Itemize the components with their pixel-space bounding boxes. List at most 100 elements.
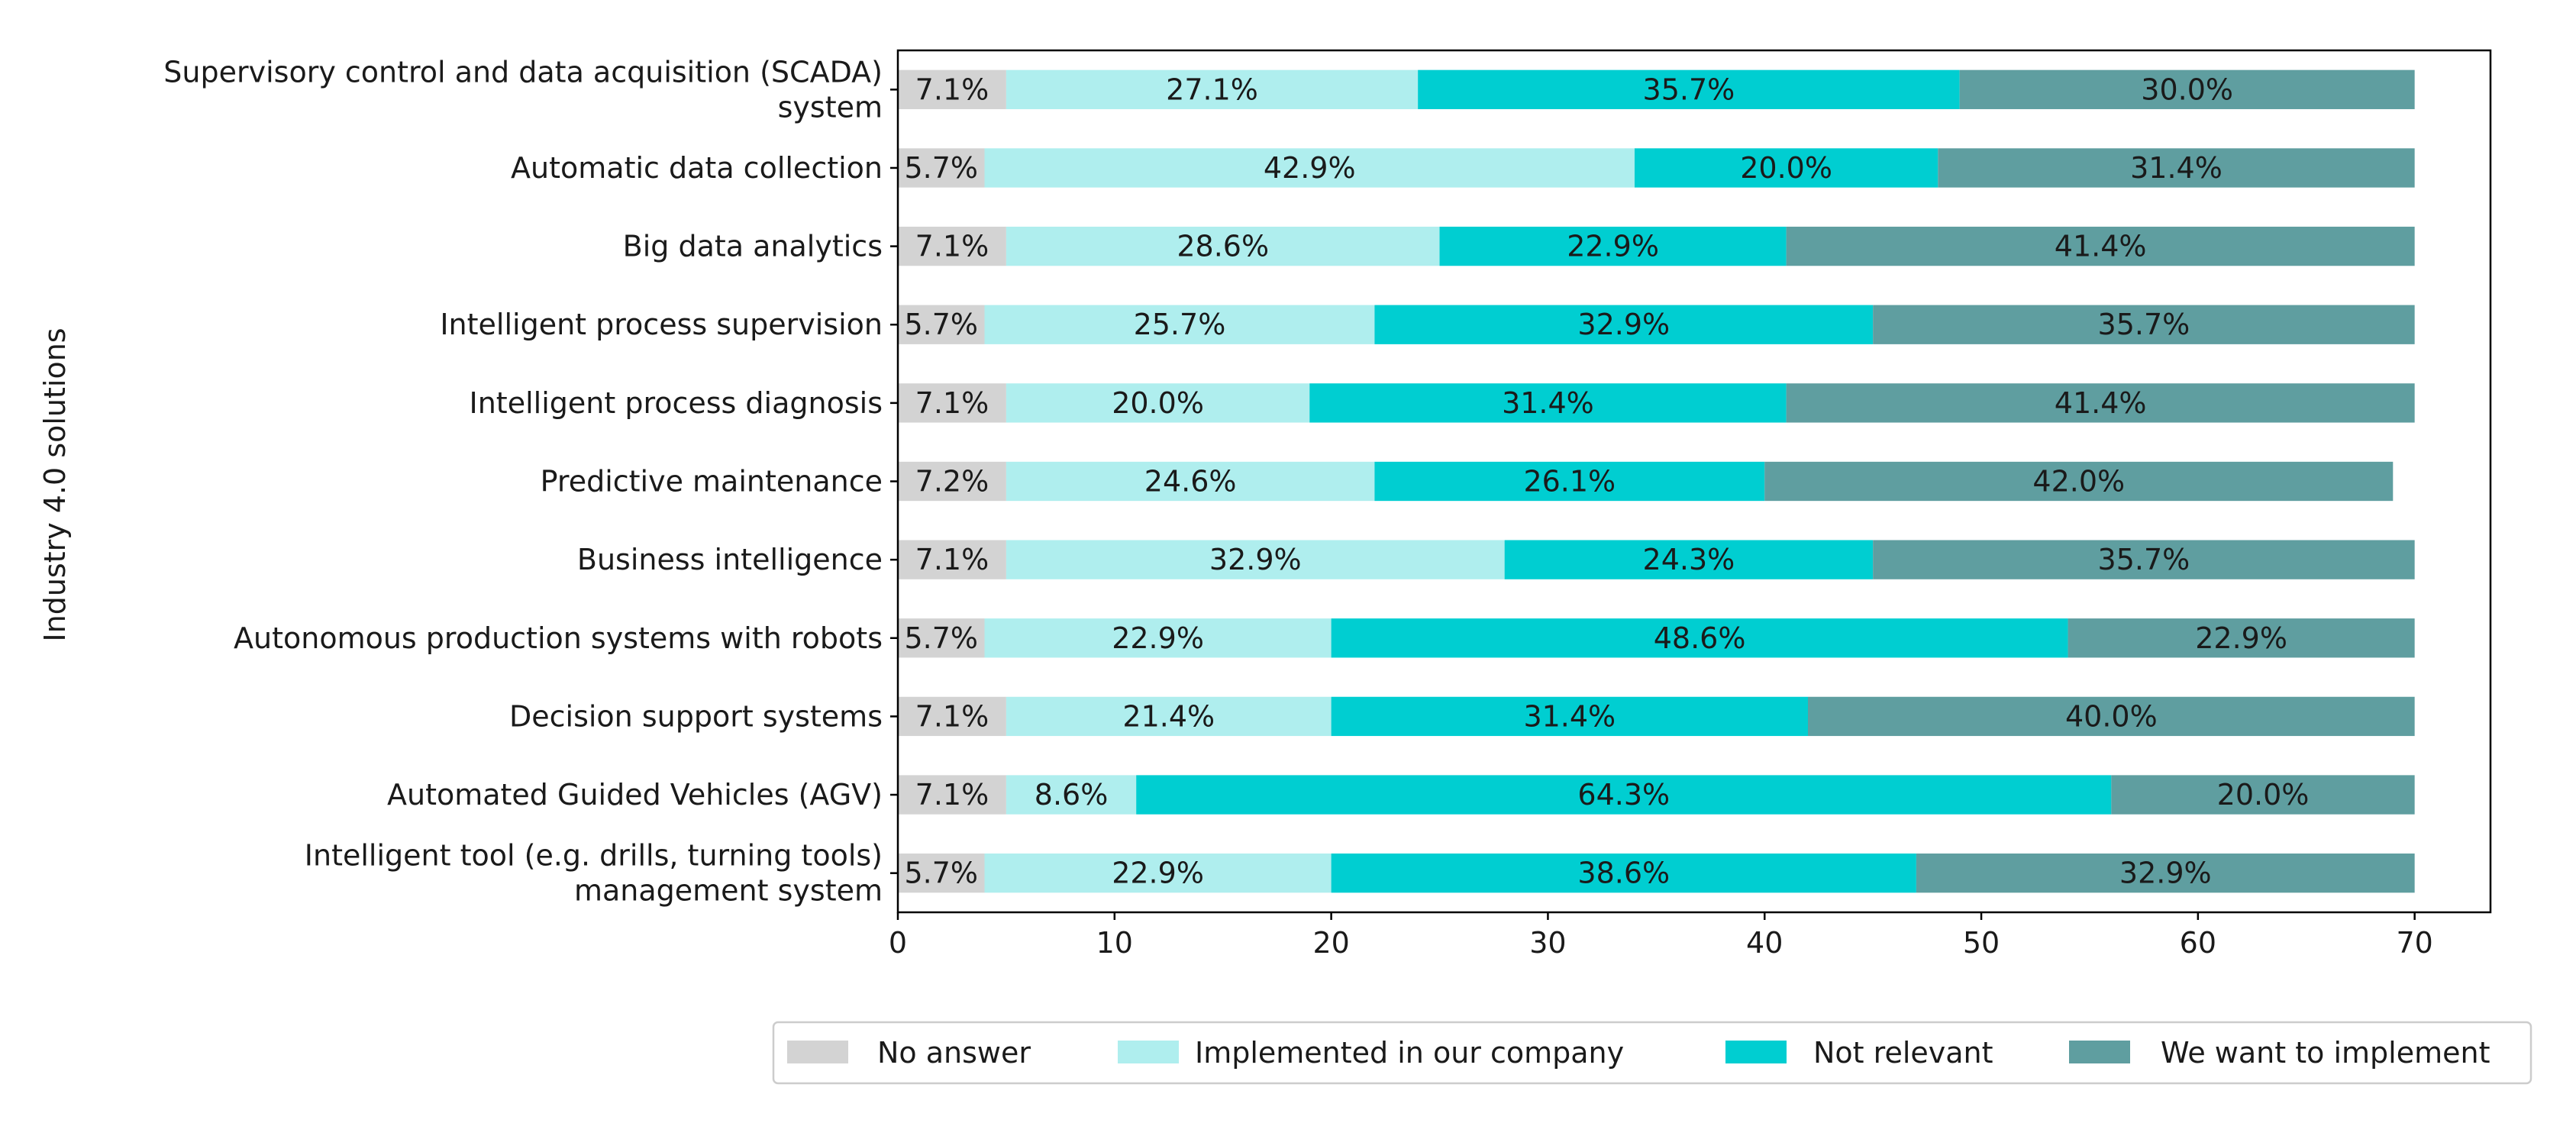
bar-value-label: 31.4% bbox=[1523, 699, 1616, 733]
legend-label: We want to implement bbox=[2161, 1036, 2490, 1070]
bar-segment bbox=[1006, 383, 1310, 423]
bar-segment bbox=[1439, 226, 1787, 266]
bar-segment bbox=[898, 775, 1006, 815]
bar-segment bbox=[1938, 148, 2415, 188]
bar-segment bbox=[984, 854, 1332, 893]
bar-segment bbox=[898, 854, 985, 893]
legend-swatch bbox=[787, 1041, 848, 1063]
bar-segment bbox=[1331, 696, 1808, 737]
bar-segment bbox=[1006, 775, 1137, 815]
bar-segment bbox=[1786, 226, 2415, 266]
bar-value-label: 42.9% bbox=[1264, 151, 1356, 185]
category-label: Decision support systems bbox=[509, 699, 883, 733]
bar-segment bbox=[984, 148, 1635, 188]
bar-value-label: 35.7% bbox=[1643, 73, 1735, 106]
y-axis-label: Industry 4.0 solutions bbox=[38, 328, 72, 641]
legend-label: Implemented in our company bbox=[1195, 1036, 1624, 1070]
bar-value-label: 64.3% bbox=[1577, 778, 1670, 812]
category-label: Autonomous production systems with robot… bbox=[234, 621, 883, 655]
bar-value-label: 26.1% bbox=[1523, 465, 1616, 499]
category-label: system bbox=[778, 90, 883, 124]
bar-value-label: 41.4% bbox=[2055, 386, 2147, 420]
bar-segment bbox=[1916, 854, 2415, 893]
bar-value-label: 20.0% bbox=[1112, 386, 1204, 420]
category-label: Intelligent process supervision bbox=[440, 308, 883, 341]
bar-value-label: 5.7% bbox=[904, 308, 978, 341]
category-labels-layer: Supervisory control and data acquisition… bbox=[163, 55, 898, 908]
bar-segment bbox=[1374, 305, 1874, 344]
category-label: Business intelligence bbox=[577, 543, 883, 576]
legend-swatch bbox=[2069, 1041, 2130, 1063]
bar-value-label: 5.7% bbox=[904, 151, 978, 185]
bar-value-label: 25.7% bbox=[1134, 308, 1226, 341]
legend-swatch bbox=[1725, 1041, 1787, 1063]
bar-segment bbox=[1374, 461, 1765, 502]
legend-label: Not relevant bbox=[1813, 1036, 1993, 1070]
bar-segment bbox=[1504, 540, 1874, 579]
bar-value-label: 24.6% bbox=[1144, 465, 1237, 499]
category-label: Supervisory control and data acquisition… bbox=[163, 55, 883, 89]
bar-value-label: 7.1% bbox=[915, 230, 989, 263]
bar-value-label: 32.9% bbox=[1209, 543, 1302, 576]
x-tick-label: 60 bbox=[2180, 926, 2216, 960]
bar-segment bbox=[1006, 540, 1505, 579]
bar-value-label: 22.9% bbox=[2195, 621, 2287, 655]
bar-segment bbox=[2111, 775, 2415, 815]
bar-segment bbox=[1309, 383, 1787, 423]
bar-value-label: 40.0% bbox=[2065, 699, 2158, 733]
category-label: Intelligent process diagnosis bbox=[470, 386, 883, 420]
bar-value-label: 5.7% bbox=[904, 621, 978, 655]
bar-value-label: 32.9% bbox=[1577, 308, 1670, 341]
bar-value-label: 7.1% bbox=[915, 778, 989, 812]
bar-value-label: 24.3% bbox=[1643, 543, 1735, 576]
bar-segment bbox=[1136, 775, 2112, 815]
bar-segment bbox=[1634, 148, 1938, 188]
bar-segment bbox=[1873, 540, 2415, 579]
bar-segment bbox=[898, 69, 1006, 109]
plot-frame bbox=[896, 49, 2492, 914]
bar-segment bbox=[2068, 618, 2415, 658]
bar-value-label: 27.1% bbox=[1166, 73, 1258, 106]
bar-segment bbox=[1959, 69, 2415, 109]
bar-value-label: 22.9% bbox=[1567, 230, 1659, 263]
bar-value-label: 7.1% bbox=[915, 699, 989, 733]
bar-value-label: 21.4% bbox=[1122, 699, 1215, 733]
bar-segment bbox=[1764, 461, 2394, 502]
bar-value-label: 7.2% bbox=[915, 465, 989, 499]
bar-segment bbox=[898, 226, 1006, 266]
legend: No answer Implemented in our company Not r… bbox=[772, 1021, 2532, 1085]
bar-value-label: 28.6% bbox=[1177, 230, 1269, 263]
bars-layer: 7.1% 27.1% 35.7% 30.0% 5.7% 42.9% 20.0% 31.4% 7.… bbox=[898, 69, 2415, 893]
bar-segment bbox=[898, 383, 1006, 423]
bar-value-label: 22.9% bbox=[1112, 857, 1204, 890]
x-tick-label: 20 bbox=[1312, 926, 1349, 960]
x-axis: 0 10 20 30 40 50 60 70 bbox=[889, 912, 2433, 960]
bar-segment bbox=[1331, 854, 1916, 893]
category-label: Big data analytics bbox=[623, 230, 883, 263]
category-label: Predictive maintenance bbox=[541, 465, 883, 499]
x-tick-label: 70 bbox=[2396, 926, 2432, 960]
bar-value-label: 32.9% bbox=[2119, 857, 2212, 890]
bar-segment bbox=[1006, 69, 1419, 109]
bar-segment bbox=[898, 148, 985, 188]
bar-value-label: 31.4% bbox=[1502, 386, 1594, 420]
bar-segment bbox=[984, 305, 1375, 344]
bar-segment bbox=[1808, 696, 2415, 737]
legend-box bbox=[772, 1021, 2532, 1085]
bar-segment bbox=[898, 305, 985, 344]
bar-value-label: 30.0% bbox=[2141, 73, 2233, 106]
bar-value-label: 7.1% bbox=[915, 543, 989, 576]
bar-segment bbox=[1873, 305, 2415, 344]
x-tick-label: 40 bbox=[1746, 926, 1783, 960]
x-tick-label: 30 bbox=[1529, 926, 1566, 960]
bar-value-label: 8.6% bbox=[1035, 778, 1109, 812]
x-tick-label: 50 bbox=[1963, 926, 2000, 960]
x-tick-label: 10 bbox=[1096, 926, 1133, 960]
bar-value-label: 48.6% bbox=[1654, 621, 1746, 655]
category-label: Automated Guided Vehicles (AGV) bbox=[387, 778, 883, 812]
bar-segment bbox=[1006, 461, 1375, 502]
bar-value-label: 5.7% bbox=[904, 857, 978, 890]
bar-segment bbox=[898, 540, 1006, 579]
bar-value-label: 35.7% bbox=[2098, 543, 2190, 576]
bar-value-label: 22.9% bbox=[1112, 621, 1204, 655]
